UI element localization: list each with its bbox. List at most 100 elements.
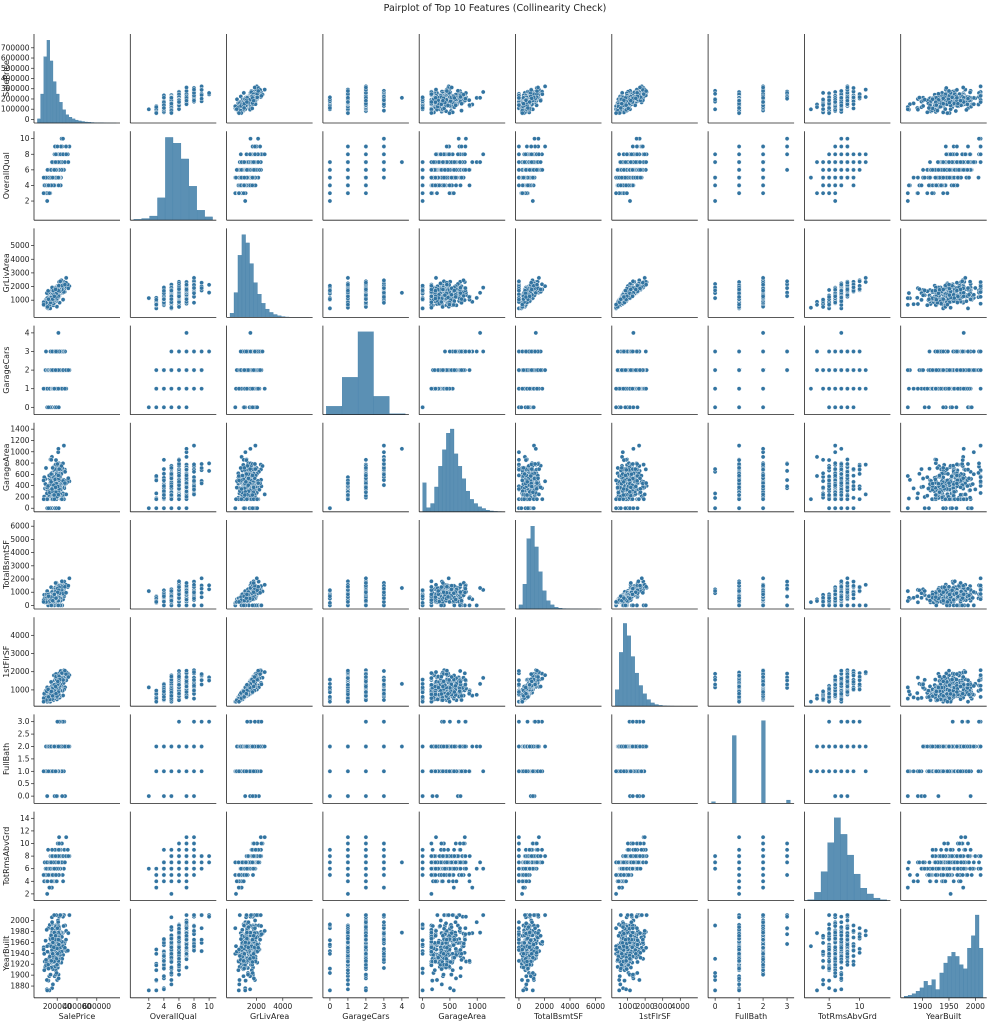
scatter-point (442, 183, 446, 187)
scatter-point (525, 144, 529, 148)
scatter-point (434, 152, 438, 156)
scatter-point (250, 183, 254, 187)
scatter-point (458, 183, 462, 187)
scatter-point (522, 160, 526, 164)
scatter-point (536, 137, 540, 141)
y-axis-label: OverallQual (2, 152, 11, 199)
scatter-point (433, 183, 437, 187)
scatter-point (839, 137, 843, 141)
scatter-point (200, 88, 204, 92)
scatter-point (907, 183, 911, 187)
scatter-point (833, 183, 837, 187)
scatter-point (933, 176, 937, 180)
scatter-point (935, 109, 939, 113)
scatter-point (845, 160, 849, 164)
scatter-point (517, 96, 521, 100)
scatter-point (858, 168, 862, 172)
scatter-point (45, 199, 49, 203)
scatter-point (917, 96, 921, 100)
scatter-point (845, 152, 849, 156)
scatter-point (967, 176, 971, 180)
scatter-point (51, 176, 55, 180)
hist-bar (66, 115, 69, 123)
scatter-point (463, 97, 467, 101)
scatter-point (421, 95, 425, 99)
scatter-point (638, 85, 642, 89)
scatter-point (614, 111, 618, 115)
scatter-point (858, 160, 862, 164)
hist-bar (69, 117, 72, 123)
scatter-point (256, 137, 260, 141)
scatter-point (169, 96, 173, 100)
scatter-point (184, 99, 188, 103)
scatter-point (452, 160, 456, 164)
scatter-point (761, 144, 765, 148)
scatter-point (531, 199, 535, 203)
scatter-point (382, 137, 386, 141)
scatter-point (457, 137, 461, 141)
scatter-point (242, 160, 246, 164)
scatter-point (925, 191, 929, 195)
y-axis-label: SalePrice (2, 60, 11, 97)
scatter-point (785, 137, 789, 141)
scatter-point (761, 85, 765, 89)
scatter-point (458, 95, 462, 99)
scatter-point (737, 99, 741, 103)
panel-overallqual-vs-yearbuilt (901, 131, 987, 220)
scatter-point (245, 100, 249, 104)
scatter-point (445, 144, 449, 148)
y-tick-label: 700000 (1, 43, 30, 52)
hist-bar (47, 40, 50, 123)
scatter-point (54, 160, 58, 164)
panel-overallqual-vs-totalbsmtsf (516, 131, 602, 220)
scatter-point (955, 152, 959, 156)
scatter-point (328, 183, 332, 187)
panel-saleprice-vs-overallqual (130, 34, 216, 123)
y-tick-label: 10 (20, 134, 30, 143)
scatter-point (947, 89, 951, 93)
scatter-point (833, 176, 837, 180)
scatter-point (64, 152, 68, 156)
scatter-point (521, 176, 525, 180)
scatter-point (437, 160, 441, 164)
scatter-point (916, 176, 920, 180)
scatter-point (713, 107, 717, 111)
scatter-point (827, 191, 831, 195)
scatter-point (761, 176, 765, 180)
scatter-point (248, 152, 252, 156)
scatter-point (364, 99, 368, 103)
panel-saleprice-vs-totrmsabvgrd (804, 34, 890, 123)
scatter-point (382, 152, 386, 156)
scatter-point (328, 199, 332, 203)
scatter-point (815, 105, 819, 109)
scatter-point (400, 96, 404, 100)
scatter-point (912, 101, 916, 105)
scatter-point (346, 89, 350, 93)
scatter-point (66, 160, 70, 164)
scatter-point (947, 160, 951, 164)
scatter-point (955, 183, 959, 187)
scatter-point (629, 99, 633, 103)
scatter-point (622, 168, 626, 172)
scatter-point (346, 168, 350, 172)
panel-saleprice-vs-totalbsmtsf (516, 34, 602, 123)
scatter-point (761, 191, 765, 195)
scatter-point (616, 168, 620, 172)
scatter-point (239, 152, 243, 156)
scatter-point (54, 152, 58, 156)
scatter-point (851, 168, 855, 172)
scatter-point (851, 106, 855, 110)
scatter-point (177, 100, 181, 104)
scatter-point (635, 137, 639, 141)
scatter-point (441, 99, 445, 103)
scatter-point (947, 168, 951, 172)
scatter-point (737, 168, 741, 172)
scatter-point (833, 90, 837, 94)
scatter-point (328, 168, 332, 172)
scatter-point (328, 176, 332, 180)
scatter-point (968, 90, 972, 94)
scatter-point (421, 168, 425, 172)
scatter-point (833, 152, 837, 156)
scatter-point (956, 176, 960, 180)
